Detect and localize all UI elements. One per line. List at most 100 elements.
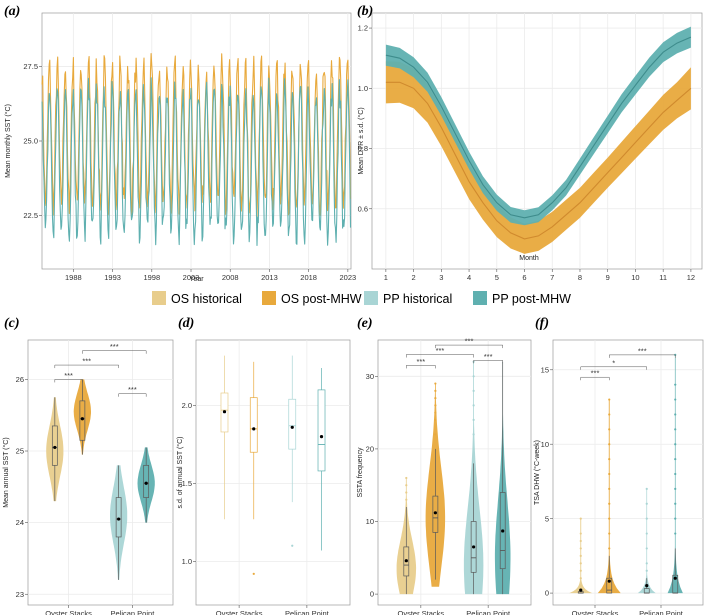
tick-label-y: 22.5 [23, 211, 38, 220]
violin-2 [637, 488, 656, 594]
tick-label-y: 23 [16, 590, 24, 599]
significance-label: *** [64, 371, 73, 380]
outlier-point [579, 584, 582, 587]
mean-point [472, 545, 476, 549]
legend-swatch-pp-historical [364, 291, 378, 305]
outlier-point [645, 547, 648, 550]
legend-label-pp-historical: PP historical [383, 292, 452, 306]
plot-area [552, 339, 704, 606]
tick-label-x: Pelican Point [111, 609, 156, 615]
significance-label: *** [82, 357, 91, 366]
box [115, 497, 122, 538]
mean-point [144, 481, 148, 485]
outlier-point [608, 502, 611, 505]
tick-label-y: 1.0 [358, 84, 368, 93]
outlier-point [405, 484, 408, 487]
tick-label-x: 6 [522, 273, 526, 282]
tick-label-y: 1.2 [358, 24, 368, 33]
outlier-point [579, 577, 582, 580]
mean-point [645, 584, 649, 588]
tick-label-y: 25.0 [23, 137, 38, 146]
outlier-point [579, 547, 582, 550]
outlier-point [645, 502, 648, 505]
y-axis-label: Mean DTR ± s.d. (°C) [357, 107, 365, 174]
tick-label-x: 1998 [143, 273, 160, 282]
outlier-point [405, 491, 408, 494]
mean-point [53, 445, 57, 450]
outlier-point [579, 539, 582, 543]
outlier-point [608, 487, 611, 490]
tick-label-y: 26 [16, 375, 24, 384]
outlier-point [434, 418, 437, 421]
significance-bracket [406, 365, 436, 369]
significance-bracket [609, 354, 676, 358]
mean-line-pp [385, 36, 692, 219]
outlier-point [472, 447, 475, 451]
outlier-point [472, 375, 475, 378]
tick-label-x: Oyster Stacks [45, 609, 92, 615]
box [432, 495, 439, 533]
outlier-point [674, 458, 677, 461]
plot-area [195, 339, 351, 606]
y-axis-label: SSTA frequency [357, 447, 364, 498]
outlier-point [608, 472, 611, 476]
panel-label-b: (b) [357, 4, 373, 19]
outlier-point [252, 572, 255, 575]
outlier-point [645, 532, 648, 535]
tick-label-x: Pelican Point [285, 609, 330, 615]
outlier-point [608, 547, 611, 550]
tick-label-y: 10 [541, 440, 549, 449]
significance-bracket [82, 350, 147, 354]
tick-label-x: 10 [631, 273, 639, 282]
outlier-point [645, 569, 648, 572]
mean-point [433, 511, 437, 515]
significance-label: * [612, 358, 615, 367]
tick-label-x: Oyster Stacks [397, 609, 444, 615]
tick-label-y: 30 [366, 372, 374, 381]
tick-label-x: 3 [439, 273, 443, 282]
outlier-point [674, 472, 677, 476]
tick-label-x: Pelican Point [466, 609, 511, 615]
legend-swatch-os-post-mhw [262, 291, 276, 305]
panel-d: 1.0 1.5 2.0 s.d. of annual SST (°C) Oyster S… [176, 339, 351, 615]
outlier-point [579, 562, 582, 565]
outlier-point [674, 502, 677, 505]
y-axis-label: Mean monthly SST (°C) [4, 104, 12, 178]
violin-3 [137, 447, 155, 523]
significance-label: *** [416, 357, 425, 366]
outlier-point [472, 404, 475, 407]
box [249, 397, 258, 453]
violin-1 [597, 399, 621, 594]
tick-label-y: 0 [545, 589, 549, 598]
sd-ribbon-os [385, 61, 691, 254]
significance-bracket [118, 393, 147, 397]
mean-point [404, 559, 408, 563]
outlier-point [608, 398, 611, 401]
violin-1 [73, 379, 91, 455]
mean-point [501, 529, 505, 533]
tick-label-y: 10 [366, 517, 374, 526]
y-axis-label: s.d. of annual SST (°C) [176, 437, 184, 509]
significance-label: *** [436, 346, 445, 355]
significance-label: *** [110, 342, 119, 351]
tick-label-x: 9 [606, 273, 610, 282]
y-axis-label: TSA DHW (°C-week) [533, 440, 541, 505]
significance-label: *** [484, 352, 493, 361]
panel-label-a: (a) [4, 4, 20, 19]
significance-bracket [54, 364, 119, 369]
box [470, 521, 477, 573]
outlier-point [608, 458, 611, 461]
mean-point [222, 410, 227, 414]
tick-label-x: 1 [384, 273, 388, 282]
tick-label-y: 1.0 [182, 557, 192, 566]
significance-label: *** [638, 346, 647, 355]
outlier-point [674, 517, 677, 520]
outlier-point [579, 554, 582, 557]
outlier-point [434, 396, 437, 400]
outlier-point [434, 404, 437, 407]
mean-line-os [385, 81, 692, 240]
mean-point [673, 576, 677, 580]
outlier-point [434, 433, 437, 436]
violin-0 [46, 397, 64, 502]
